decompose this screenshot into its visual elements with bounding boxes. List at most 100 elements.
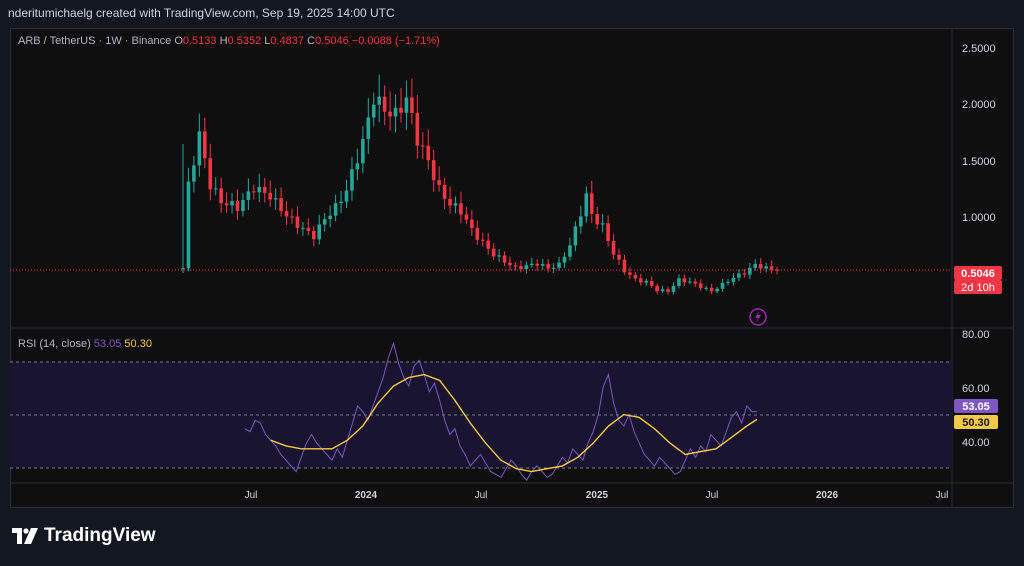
candle-body[interactable] [677,278,681,286]
candle-body[interactable] [355,163,360,170]
candle-series[interactable] [181,74,779,295]
candle-body[interactable] [589,193,594,215]
candle-body[interactable] [273,198,278,200]
candle-body[interactable] [682,278,687,283]
symbol-legend[interactable]: ARB / TetherUS · 1W · Binance O0.5133 H0… [18,35,440,47]
candle-body[interactable] [600,223,605,225]
rsi-legend[interactable]: RSI (14, close) 53.05 50.30 [18,338,152,350]
candle-body[interactable] [333,203,338,216]
candle-body[interactable] [688,281,692,283]
candle-body[interactable] [224,203,229,206]
candle-body[interactable] [639,278,643,283]
candle-body[interactable] [535,263,540,266]
candle-body[interactable] [709,287,714,292]
candle-body[interactable] [290,216,294,218]
rsi-series[interactable] [244,341,758,481]
candle-body[interactable] [366,117,371,139]
candle-body[interactable] [306,227,311,231]
candle-body[interactable] [704,287,708,289]
candle-body[interactable] [437,180,441,185]
candle-body[interactable] [720,282,725,289]
tradingview-logo[interactable]: TradingView [12,525,156,547]
candle-body[interactable] [769,266,774,270]
candle-body[interactable] [371,104,376,118]
candle-body[interactable] [551,267,556,269]
candle-body[interactable] [301,227,305,229]
candle-body[interactable] [317,224,322,240]
candle-body[interactable] [644,280,649,283]
candle-body[interactable] [208,158,213,190]
candle-body[interactable] [748,267,752,275]
candle-body[interactable] [382,96,387,112]
candle-body[interactable] [671,285,676,292]
candle-body[interactable] [655,285,659,292]
candle-body[interactable] [459,203,463,215]
candle-body[interactable] [513,265,518,267]
candle-body[interactable] [742,273,747,275]
candle-body[interactable] [230,201,234,206]
candle-body[interactable] [568,245,572,257]
rsi-line[interactable] [244,341,758,481]
candle-body[interactable] [421,145,425,147]
candle-body[interactable] [262,187,267,193]
candle-body[interactable] [388,111,392,117]
candle-body[interactable] [235,201,240,211]
candle-body[interactable] [731,277,736,282]
symbol-title[interactable]: ARB / TetherUS · 1W · Binance [18,35,172,47]
candle-body[interactable] [252,191,256,193]
candle-body[interactable] [470,219,474,229]
candle-body[interactable] [404,97,409,113]
candle-body[interactable] [475,228,480,240]
candle-body[interactable] [453,203,458,206]
candle-body[interactable] [502,255,507,263]
candle-body[interactable] [186,181,191,269]
candle-body[interactable] [322,219,327,225]
candle-body[interactable] [715,288,719,292]
candle-body[interactable] [628,272,632,275]
candle-body[interactable] [660,289,665,292]
candle-body[interactable] [524,265,529,270]
candle-body[interactable] [192,165,196,182]
candle-body[interactable] [393,107,398,117]
candle-body[interactable] [758,263,763,269]
candle-body[interactable] [431,160,436,181]
candle-body[interactable] [241,199,245,211]
candle-body[interactable] [753,263,758,268]
candle-body[interactable] [562,256,567,263]
candle-body[interactable] [203,131,207,159]
candle-body[interactable] [693,281,698,284]
rsi-ma-line[interactable] [270,373,758,473]
rsi-title[interactable]: RSI (14, close) [18,338,91,350]
candle-body[interactable] [633,274,638,279]
candle-body[interactable] [649,280,654,286]
candle-body[interactable] [279,198,283,212]
candle-body[interactable] [737,273,741,278]
candle-body[interactable] [480,239,485,241]
candle-body[interactable] [350,169,354,191]
candle-body[interactable] [377,96,381,105]
candle-body[interactable] [257,187,262,193]
candle-body[interactable] [595,214,599,225]
candle-body[interactable] [284,211,289,217]
candle-body[interactable] [295,216,300,228]
candle-body[interactable] [508,262,512,266]
candle-body[interactable] [557,262,561,268]
candle-body[interactable] [464,214,469,220]
candle-body[interactable] [540,264,545,266]
candle-body[interactable] [410,97,414,113]
candle-body[interactable] [361,138,365,164]
candle-body[interactable] [530,263,534,266]
candle-body[interactable] [497,255,501,257]
candle-body[interactable] [546,264,550,269]
lightning-icon[interactable] [749,308,767,326]
candle-body[interactable] [617,254,621,260]
candle-body[interactable] [448,198,452,206]
candle-body[interactable] [666,289,670,292]
candle-body[interactable] [775,269,779,271]
candle-body[interactable] [622,259,627,273]
candle-body[interactable] [611,241,616,255]
candle-body[interactable] [486,240,490,249]
candle-body[interactable] [764,266,768,269]
candle-body[interactable] [519,266,523,270]
candle-body[interactable] [726,281,730,283]
